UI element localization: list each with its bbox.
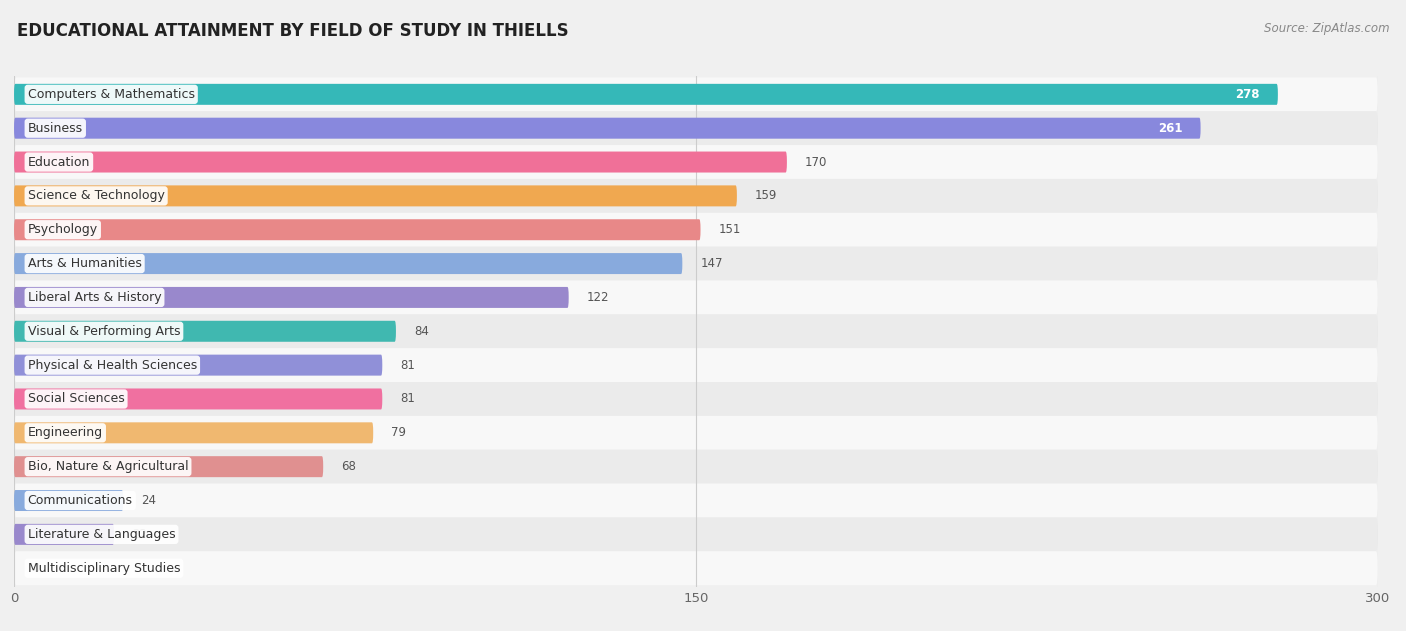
Text: 22: 22	[132, 528, 148, 541]
FancyBboxPatch shape	[14, 186, 737, 206]
Text: Liberal Arts & History: Liberal Arts & History	[28, 291, 162, 304]
Text: 170: 170	[806, 155, 828, 168]
Text: Bio, Nature & Agricultural: Bio, Nature & Agricultural	[28, 460, 188, 473]
FancyBboxPatch shape	[14, 551, 1378, 585]
Text: 24: 24	[142, 494, 156, 507]
Text: Business: Business	[28, 122, 83, 134]
FancyBboxPatch shape	[14, 84, 1278, 105]
FancyBboxPatch shape	[14, 219, 700, 240]
FancyBboxPatch shape	[14, 118, 1201, 139]
Text: 278: 278	[1236, 88, 1260, 101]
Text: Computers & Mathematics: Computers & Mathematics	[28, 88, 194, 101]
Text: Multidisciplinary Studies: Multidisciplinary Studies	[28, 562, 180, 575]
FancyBboxPatch shape	[14, 111, 1378, 145]
Text: 122: 122	[586, 291, 609, 304]
Text: Psychology: Psychology	[28, 223, 98, 236]
FancyBboxPatch shape	[14, 524, 114, 545]
FancyBboxPatch shape	[14, 321, 396, 342]
FancyBboxPatch shape	[14, 247, 1378, 281]
Text: 261: 261	[1159, 122, 1182, 134]
FancyBboxPatch shape	[14, 389, 382, 410]
FancyBboxPatch shape	[14, 281, 1378, 314]
Text: 151: 151	[718, 223, 741, 236]
FancyBboxPatch shape	[14, 78, 1378, 111]
FancyBboxPatch shape	[14, 253, 682, 274]
Text: Science & Technology: Science & Technology	[28, 189, 165, 203]
FancyBboxPatch shape	[14, 517, 1378, 551]
FancyBboxPatch shape	[14, 213, 1378, 247]
FancyBboxPatch shape	[14, 490, 124, 511]
Text: Source: ZipAtlas.com: Source: ZipAtlas.com	[1264, 22, 1389, 35]
Text: 81: 81	[401, 392, 415, 406]
FancyBboxPatch shape	[14, 348, 1378, 382]
Text: Arts & Humanities: Arts & Humanities	[28, 257, 142, 270]
Text: 0: 0	[32, 562, 39, 575]
FancyBboxPatch shape	[14, 422, 373, 444]
FancyBboxPatch shape	[14, 416, 1378, 450]
FancyBboxPatch shape	[14, 314, 1378, 348]
Text: Physical & Health Sciences: Physical & Health Sciences	[28, 358, 197, 372]
Text: 147: 147	[700, 257, 723, 270]
Text: 81: 81	[401, 358, 415, 372]
Text: 79: 79	[391, 427, 406, 439]
Text: 68: 68	[342, 460, 356, 473]
Text: Literature & Languages: Literature & Languages	[28, 528, 176, 541]
Text: Engineering: Engineering	[28, 427, 103, 439]
FancyBboxPatch shape	[14, 287, 568, 308]
FancyBboxPatch shape	[14, 382, 1378, 416]
FancyBboxPatch shape	[14, 483, 1378, 517]
FancyBboxPatch shape	[14, 450, 1378, 483]
Text: EDUCATIONAL ATTAINMENT BY FIELD OF STUDY IN THIELLS: EDUCATIONAL ATTAINMENT BY FIELD OF STUDY…	[17, 22, 568, 40]
Text: Social Sciences: Social Sciences	[28, 392, 125, 406]
Text: Visual & Performing Arts: Visual & Performing Arts	[28, 325, 180, 338]
Text: 159: 159	[755, 189, 778, 203]
FancyBboxPatch shape	[14, 456, 323, 477]
Text: Education: Education	[28, 155, 90, 168]
FancyBboxPatch shape	[14, 151, 787, 172]
Text: Communications: Communications	[28, 494, 132, 507]
Text: 84: 84	[415, 325, 429, 338]
FancyBboxPatch shape	[14, 355, 382, 375]
FancyBboxPatch shape	[14, 179, 1378, 213]
FancyBboxPatch shape	[14, 145, 1378, 179]
